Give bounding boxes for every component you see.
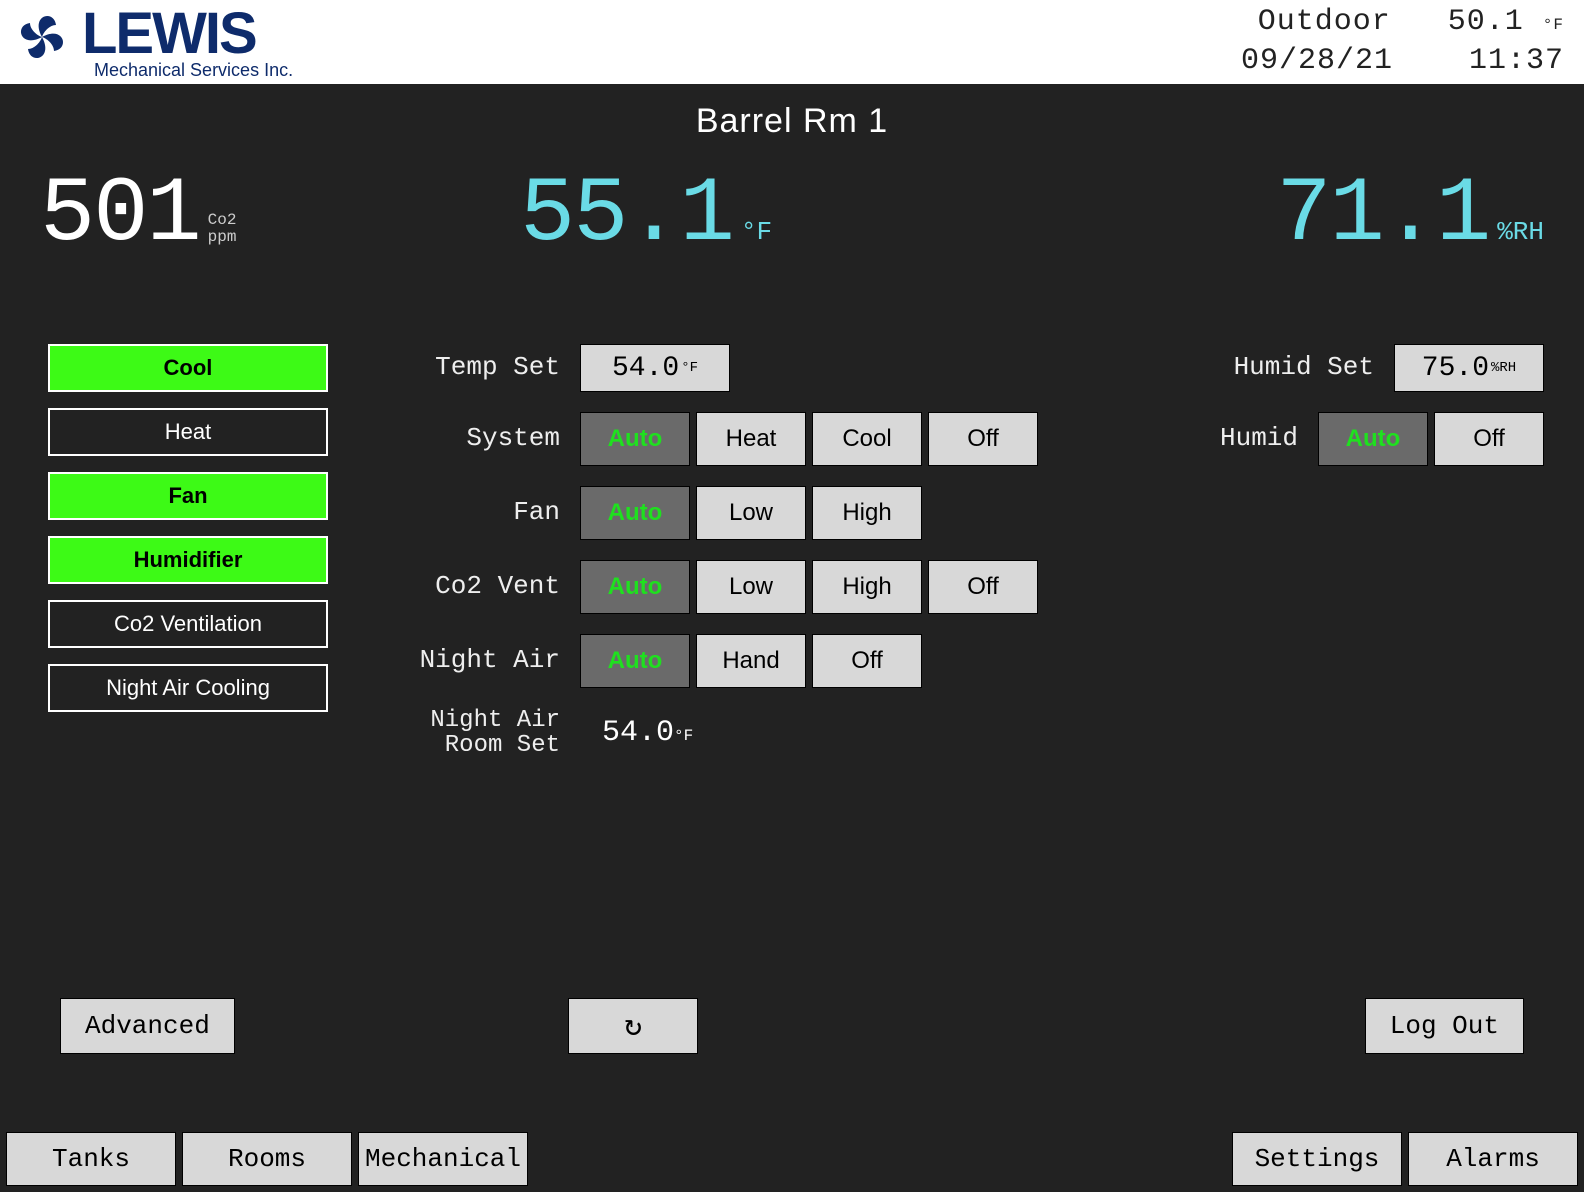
nav-tanks[interactable]: Tanks [6,1132,176,1186]
nightair-label: Night Air [380,647,560,674]
nav-rooms[interactable]: Rooms [182,1132,352,1186]
co2vent-label: Co2 Vent [380,573,560,600]
status-pill-fan: Fan [48,472,328,520]
right-controls: Humid Set 75.0 %RH Humid AutoOff [1064,344,1544,486]
nightair-set-row: Night Air Room Set 54.0°F [380,708,1140,758]
co2vent-button-off[interactable]: Off [928,560,1038,614]
nightair-button-hand[interactable]: Hand [696,634,806,688]
refresh-icon: ↻ [624,1008,642,1045]
system-row: System AutoHeatCoolOff [380,412,1140,466]
top-header: LEWIS Mechanical Services Inc. Outdoor 5… [0,0,1584,84]
date-value: 09/28/21 [1241,44,1393,78]
system-button-off[interactable]: Off [928,412,1038,466]
main-panel: Barrel Rm 1 501 Co2 ppm 55.1 °F 71.1 %RH… [0,84,1584,1132]
logout-button[interactable]: Log Out [1365,998,1524,1054]
temp-reading: 55.1 °F [400,169,1024,261]
rh-unit: %RH [1497,217,1544,247]
humid-set-label: Humid Set [1234,354,1374,381]
system-button-auto[interactable]: Auto [580,412,690,466]
outdoor-value: 50.1 [1448,5,1524,39]
humid-button-group: AutoOff [1318,412,1544,466]
co2vent-button-group: AutoLowHighOff [580,560,1038,614]
nav-mechanical[interactable]: Mechanical [358,1132,528,1186]
fan-label: Fan [380,499,560,526]
status-column: Cool Heat Fan Humidifier Co2 Ventilation Nigh… [48,344,328,712]
humid-label: Humid [1220,425,1298,452]
co2-unit: Co2 ppm [208,212,237,247]
status-pill-co2-ventilation: Co2 Ventilation [48,600,328,648]
status-pill-cool: Cool [48,344,328,392]
nightair-button-off[interactable]: Off [812,634,922,688]
action-row: Advanced ↻ Log Out [0,998,1584,1054]
nightair-set-label: Night Air Room Set [380,708,560,758]
temp-set-label: Temp Set [380,354,560,381]
nightair-button-auto[interactable]: Auto [580,634,690,688]
co2-reading: 501 Co2 ppm [40,169,400,261]
humid-button-auto[interactable]: Auto [1318,412,1428,466]
advanced-button[interactable]: Advanced [60,998,235,1054]
logo-sub-text: Mechanical Services Inc. [94,61,293,79]
nav-spacer [534,1132,1226,1186]
fan-button-low[interactable]: Low [696,486,806,540]
room-title: Barrel Rm 1 [0,84,1584,141]
bottom-nav: Tanks Rooms Mechanical Settings Alarms [0,1132,1584,1192]
logo-fan-icon [10,5,74,69]
system-button-group: AutoHeatCoolOff [580,412,1038,466]
system-label: System [380,425,560,452]
logo: LEWIS Mechanical Services Inc. [10,5,293,79]
rh-value: 71.1 [1276,169,1489,261]
rh-reading: 71.1 %RH [1024,169,1544,261]
co2vent-button-high[interactable]: High [812,560,922,614]
system-button-heat[interactable]: Heat [696,412,806,466]
center-controls: Temp Set 54.0 °F System AutoHeatCoolOff … [380,344,1140,778]
status-pill-night-air-cooling: Night Air Cooling [48,664,328,712]
humid-set-row: Humid Set 75.0 %RH [1064,344,1544,392]
outdoor-unit: °F [1543,16,1564,34]
time-value: 11:37 [1469,44,1564,78]
humid-button-off[interactable]: Off [1434,412,1544,466]
temp-value: 55.1 [520,169,733,261]
co2vent-button-auto[interactable]: Auto [580,560,690,614]
humid-row: Humid AutoOff [1064,412,1544,466]
temp-unit: °F [741,217,772,247]
system-button-cool[interactable]: Cool [812,412,922,466]
outdoor-readout: Outdoor 50.1 °F 09/28/21 11:37 [1241,3,1564,81]
temp-set-row: Temp Set 54.0 °F [380,344,1140,392]
co2vent-button-low[interactable]: Low [696,560,806,614]
nightair-set-value: 54.0°F [602,716,693,750]
nav-alarms[interactable]: Alarms [1408,1132,1578,1186]
fan-row: Fan AutoLowHigh [380,486,1140,540]
humid-set-display[interactable]: 75.0 %RH [1394,344,1544,392]
logo-main-text: LEWIS [82,5,293,63]
nightair-button-group: AutoHandOff [580,634,922,688]
outdoor-label: Outdoor [1258,5,1391,39]
refresh-button[interactable]: ↻ [568,998,698,1054]
fan-button-high[interactable]: High [812,486,922,540]
temp-set-display[interactable]: 54.0 °F [580,344,730,392]
status-pill-heat: Heat [48,408,328,456]
nav-settings[interactable]: Settings [1232,1132,1402,1186]
fan-button-group: AutoLowHigh [580,486,922,540]
readings-row: 501 Co2 ppm 55.1 °F 71.1 %RH [0,169,1584,261]
fan-button-auto[interactable]: Auto [580,486,690,540]
status-pill-humidifier: Humidifier [48,536,328,584]
co2vent-row: Co2 Vent AutoLowHighOff [380,560,1140,614]
co2-value: 501 [40,169,200,261]
nightair-row: Night Air AutoHandOff [380,634,1140,688]
